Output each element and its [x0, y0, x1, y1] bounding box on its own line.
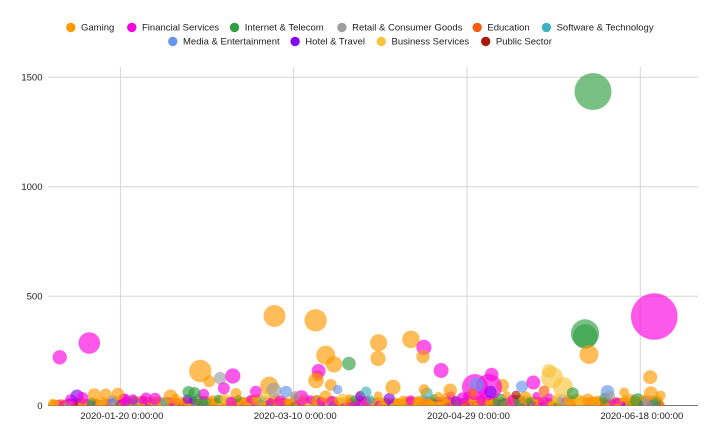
svg-text:Hotel & Travel: Hotel & Travel — [305, 37, 365, 48]
svg-text:Education: Education — [487, 23, 529, 34]
svg-text:Software & Technology: Software & Technology — [557, 23, 654, 34]
svg-text:2020-06-18 0:00:00: 2020-06-18 0:00:00 — [600, 411, 683, 422]
svg-text:Retail & Consumer Goods: Retail & Consumer Goods — [352, 23, 463, 34]
svg-text:0: 0 — [37, 401, 42, 412]
svg-text:1000: 1000 — [21, 182, 42, 193]
svg-text:2020-04-29 0:00:00: 2020-04-29 0:00:00 — [427, 411, 510, 422]
svg-text:Business Services: Business Services — [392, 37, 470, 48]
svg-text:1500: 1500 — [21, 73, 42, 84]
svg-text:2020-01-20 0:00:00: 2020-01-20 0:00:00 — [80, 411, 163, 422]
svg-text:Media & Entertainment: Media & Entertainment — [183, 37, 280, 48]
svg-text:500: 500 — [27, 292, 43, 303]
svg-text:Public Sector: Public Sector — [496, 37, 552, 48]
svg-text:Internet & Telecom: Internet & Telecom — [245, 23, 324, 34]
svg-text:2020-03-10 0:00:00: 2020-03-10 0:00:00 — [254, 411, 337, 422]
svg-text:Gaming: Gaming — [81, 23, 114, 34]
svg-text:Financial Services: Financial Services — [142, 23, 219, 34]
